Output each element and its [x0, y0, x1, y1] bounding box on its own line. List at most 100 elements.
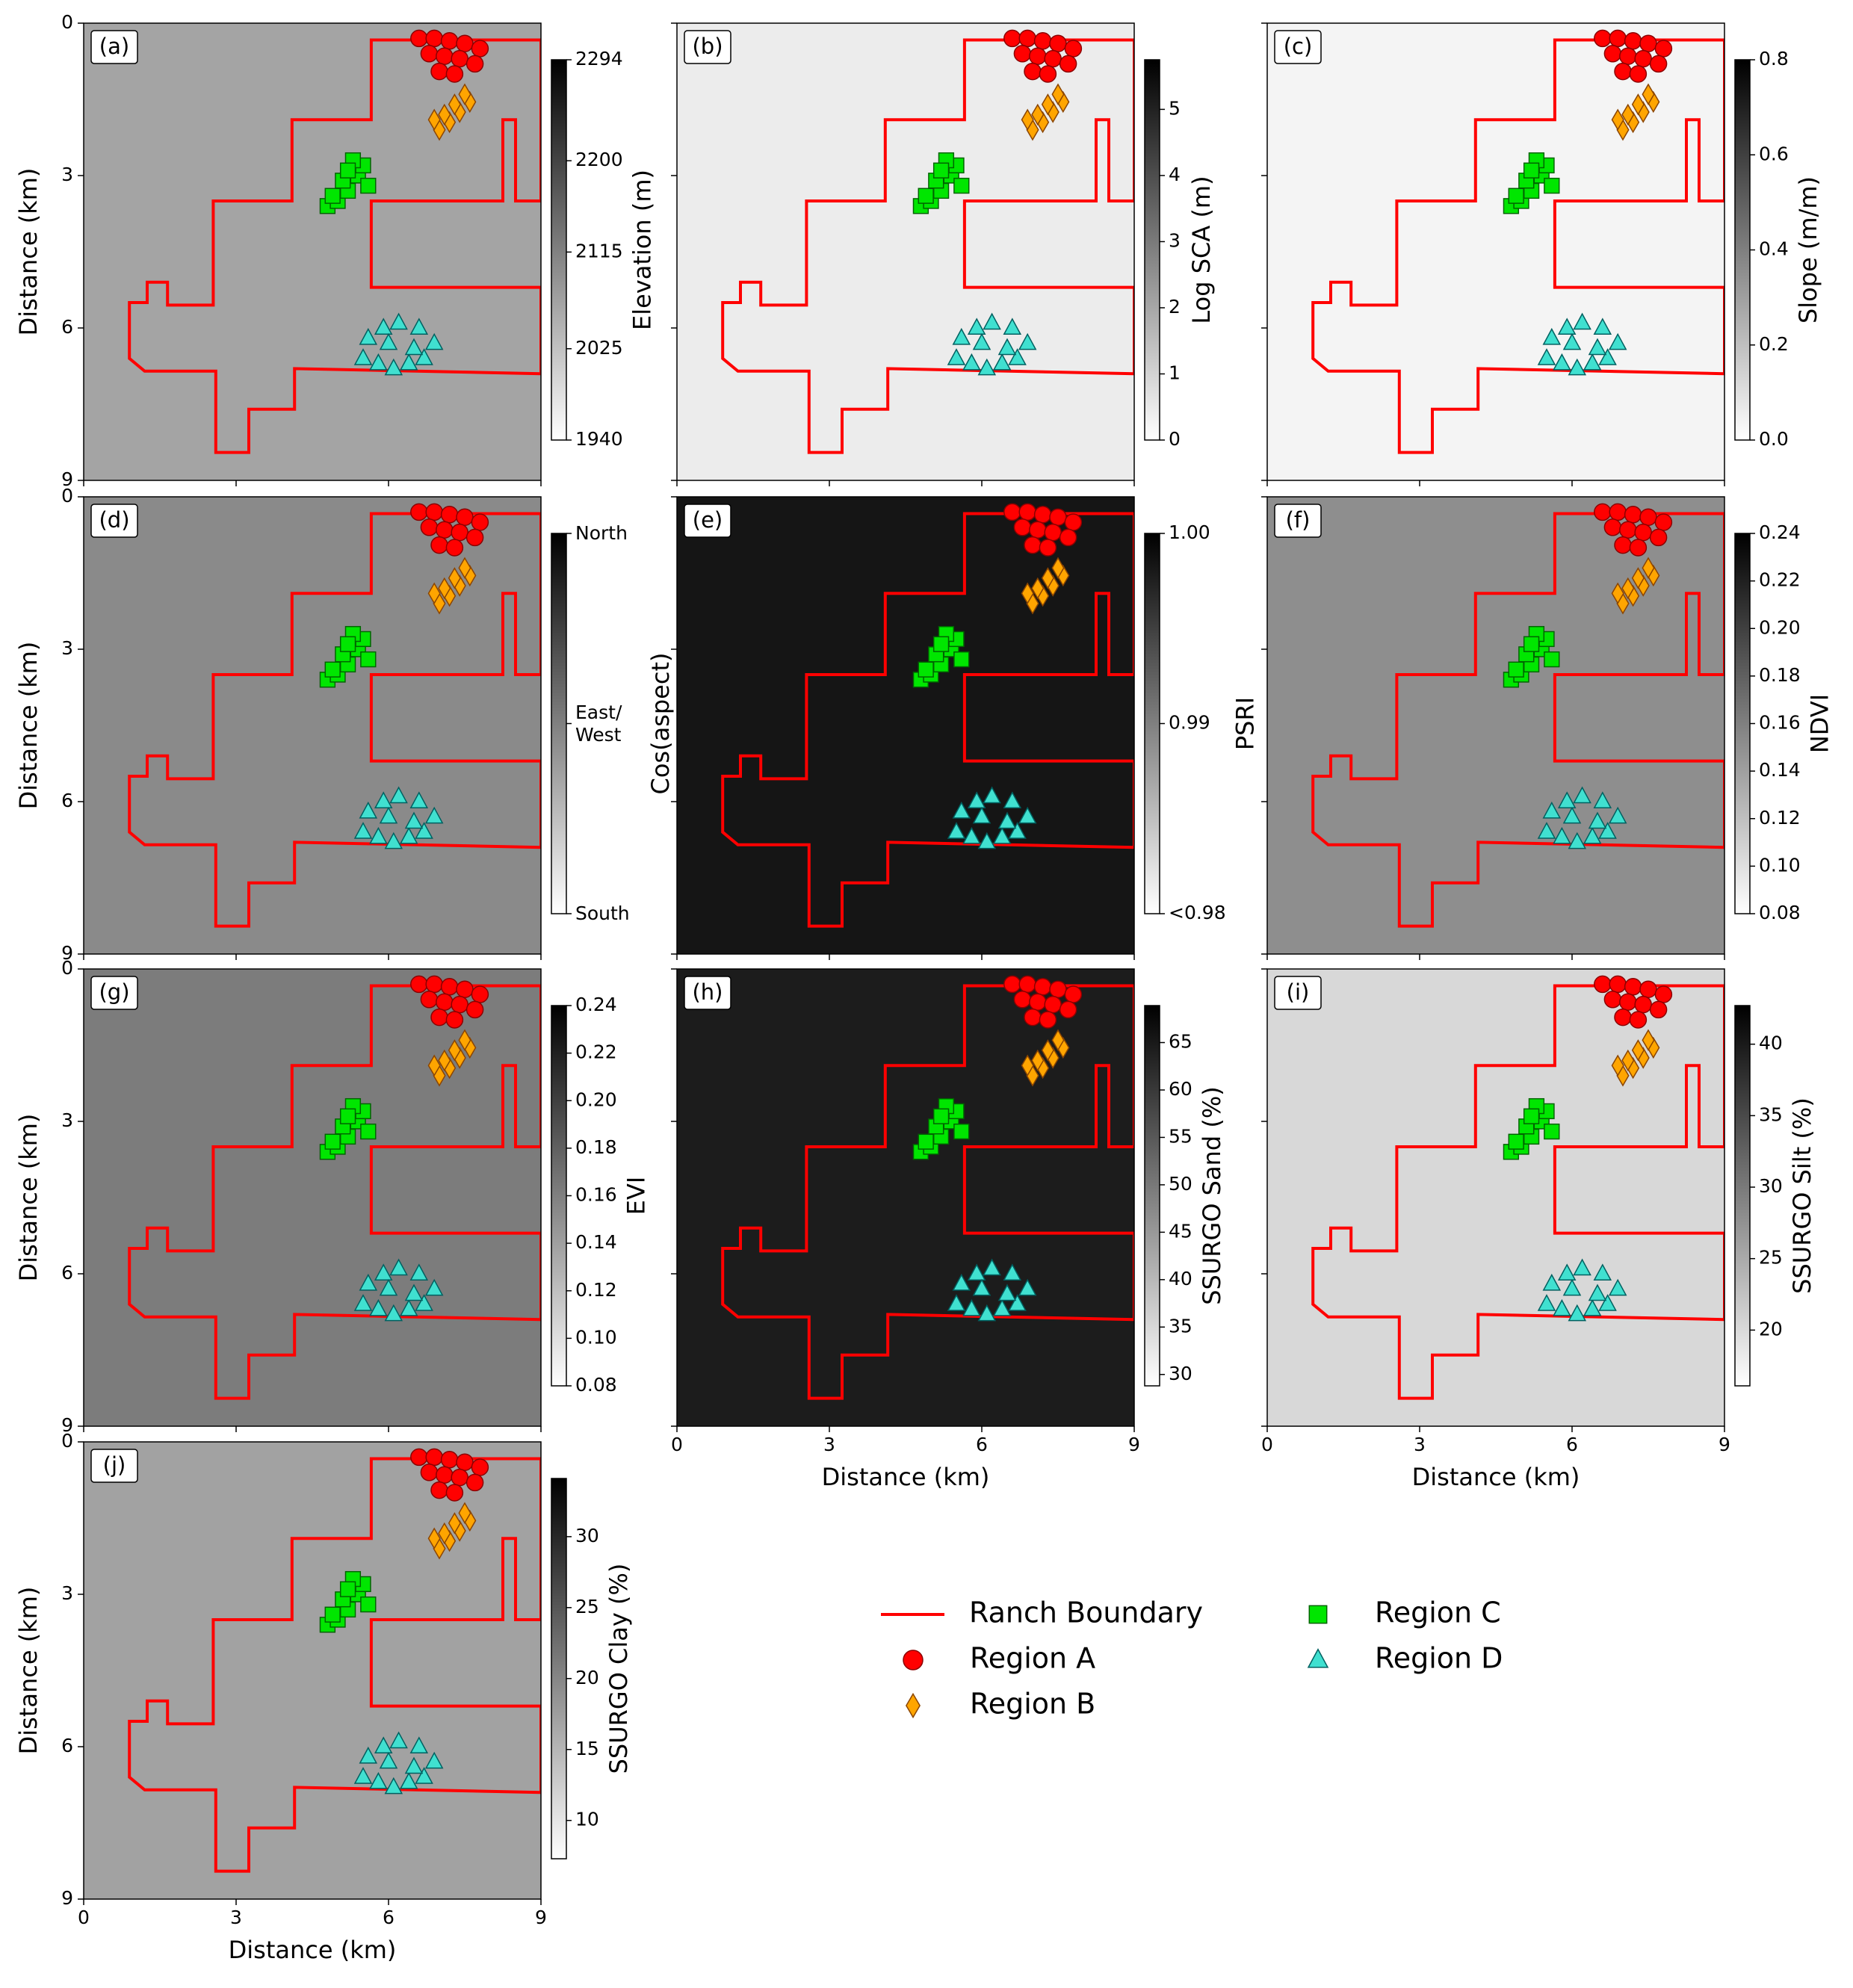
colorbar-tick-label: 25: [1759, 1247, 1783, 1269]
region-marker: [1033, 978, 1052, 996]
colorbar-tick-label: 0.12: [575, 1279, 617, 1301]
region-marker: [977, 358, 997, 376]
region-marker: [1598, 348, 1617, 365]
region-marker: [918, 661, 934, 678]
region-marker: [918, 1133, 934, 1150]
map-background: [677, 969, 1134, 1426]
region-marker: [932, 1108, 950, 1124]
region-marker: [1523, 1108, 1540, 1124]
region-marker: [1508, 661, 1524, 678]
legend-marker: [903, 1650, 924, 1670]
colorbar: [1734, 59, 1751, 441]
region-marker: [1041, 93, 1054, 116]
y-axis-label: Distance (km): [14, 1114, 43, 1282]
colorbar-tick-label: 60: [1169, 1078, 1192, 1100]
region-marker: [1031, 1049, 1045, 1072]
colorbar-tick-label-box: East/ West: [575, 702, 622, 746]
region-marker: [465, 1000, 484, 1019]
axes-frame: [1266, 22, 1725, 481]
region-marker: [1642, 1029, 1655, 1051]
colorbar-label: SSURGO Silt (%): [1788, 1097, 1816, 1294]
map-background: [677, 23, 1134, 480]
region-marker: [1562, 1278, 1582, 1296]
region-marker: [353, 348, 373, 365]
colorbar-tick-label: 1940: [575, 428, 623, 450]
region-marker: [1631, 567, 1645, 589]
panel-label-box: [1274, 504, 1322, 538]
region-marker: [324, 1606, 341, 1623]
region-marker: [430, 1481, 448, 1499]
region-marker: [1594, 975, 1612, 994]
colorbar-label: SSURGO Sand (%): [1198, 1086, 1226, 1305]
region-marker: [1523, 636, 1540, 652]
region-marker: [1018, 503, 1036, 521]
region-marker: [440, 978, 459, 996]
axes-frame: [1266, 968, 1725, 1427]
legend-marker: [1308, 1605, 1328, 1624]
colorbar-tick-label: 2: [1169, 296, 1181, 318]
x-tick-label: 0: [1261, 1434, 1273, 1455]
map-panel: [677, 969, 1134, 1426]
region-marker: [415, 1767, 433, 1784]
colorbar-tick-label: 0.2: [1759, 333, 1789, 355]
region-marker: [389, 786, 408, 804]
region-marker: [972, 332, 992, 350]
region-marker: [409, 1263, 429, 1281]
panel-label: (b): [692, 34, 723, 59]
region-marker: [427, 582, 441, 604]
region-marker: [1588, 1283, 1607, 1301]
region-marker: [339, 1108, 356, 1124]
x-tick-label: 6: [383, 1907, 395, 1928]
region-marker: [384, 1777, 403, 1795]
region-marker: [436, 521, 454, 539]
region-marker: [436, 993, 454, 1011]
region-marker: [1568, 832, 1587, 849]
region-marker: [451, 995, 468, 1014]
map-background: [84, 23, 541, 480]
region-marker: [1044, 523, 1062, 542]
map-panel: [1267, 969, 1724, 1426]
region-marker: [1629, 65, 1648, 83]
colorbar-tick-label: 0.24: [1759, 521, 1801, 543]
region-marker: [992, 353, 1012, 371]
region-marker: [1553, 826, 1571, 844]
region-marker: [404, 1756, 424, 1774]
region-marker: [456, 1453, 474, 1471]
region-marker: [359, 327, 378, 345]
region-marker: [1621, 1049, 1635, 1072]
region-marker: [420, 991, 439, 1009]
colorbar: [551, 1478, 567, 1860]
region-marker: [425, 975, 443, 994]
region-marker: [424, 806, 444, 824]
region-marker: [465, 1473, 484, 1492]
region-marker: [389, 312, 408, 330]
region-marker: [425, 1448, 443, 1467]
region-marker: [420, 1464, 439, 1481]
region-marker: [440, 32, 459, 50]
colorbar-tick-label: 25: [575, 1596, 599, 1617]
region-marker: [1018, 29, 1036, 48]
region-marker: [389, 1258, 408, 1276]
region-marker: [1544, 177, 1560, 194]
region-marker: [1654, 985, 1673, 1003]
region-marker: [379, 1751, 398, 1769]
x-tick-label: 6: [1566, 1434, 1578, 1455]
region-marker: [339, 162, 356, 179]
y-axis-label: Distance (km): [14, 168, 43, 336]
region-marker: [1624, 32, 1642, 50]
region-marker: [1059, 55, 1077, 73]
region-marker: [977, 832, 997, 849]
ranch-boundary: [128, 512, 541, 928]
region-marker: [1003, 503, 1021, 521]
y-tick-label: 3: [61, 1582, 73, 1604]
region-marker: [947, 822, 966, 839]
region-marker: [369, 1771, 388, 1789]
region-marker: [972, 1278, 992, 1296]
region-marker: [1583, 1298, 1602, 1316]
region-marker: [1049, 508, 1067, 526]
colorbar-tick-label: 0.20: [575, 1089, 617, 1110]
region-marker: [952, 1273, 971, 1291]
region-marker: [1611, 108, 1624, 131]
legend-label: Region B: [970, 1688, 1095, 1721]
colorbar: [1734, 533, 1751, 914]
